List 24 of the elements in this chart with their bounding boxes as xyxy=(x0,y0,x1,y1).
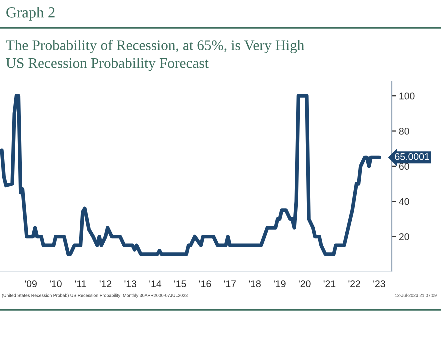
x-tick-label: '10 xyxy=(50,280,62,288)
y-tick-label: 60 xyxy=(399,163,410,170)
annotation: 65.0001 xyxy=(395,153,430,160)
y-tick-label: 40 xyxy=(399,198,410,206)
x-tick-label: '13 xyxy=(124,280,137,288)
x-tick-label: '22 xyxy=(348,280,360,288)
x-tick-label: '14 xyxy=(150,280,162,288)
x-tick-label: '20 xyxy=(299,280,311,288)
x-tick-label: '17 xyxy=(224,280,236,288)
x-tick-label: '09 xyxy=(25,280,37,288)
y-tick-label: 20 xyxy=(399,234,410,240)
y-tick-label: 100 xyxy=(400,92,415,100)
chart-subtitle: The Probability of Recession, at 65%, is Very High US Recession Probability Forecast xyxy=(6,40,304,72)
x-tick-label: '11 xyxy=(75,280,86,288)
chart-title: Graph 2 xyxy=(6,7,55,21)
x-tick-label: '23 xyxy=(374,280,386,288)
x-tick-label: '12 xyxy=(100,280,112,288)
x-tick-label: '19 xyxy=(274,280,286,288)
x-tick-label: '21 xyxy=(324,280,336,288)
line-series xyxy=(0,94,382,256)
x-tick-label: '15 xyxy=(174,280,186,288)
x-tick-label: '18 xyxy=(249,280,261,288)
y-tick-label: 80 xyxy=(399,128,410,135)
x-tick-label: '16 xyxy=(199,280,212,288)
